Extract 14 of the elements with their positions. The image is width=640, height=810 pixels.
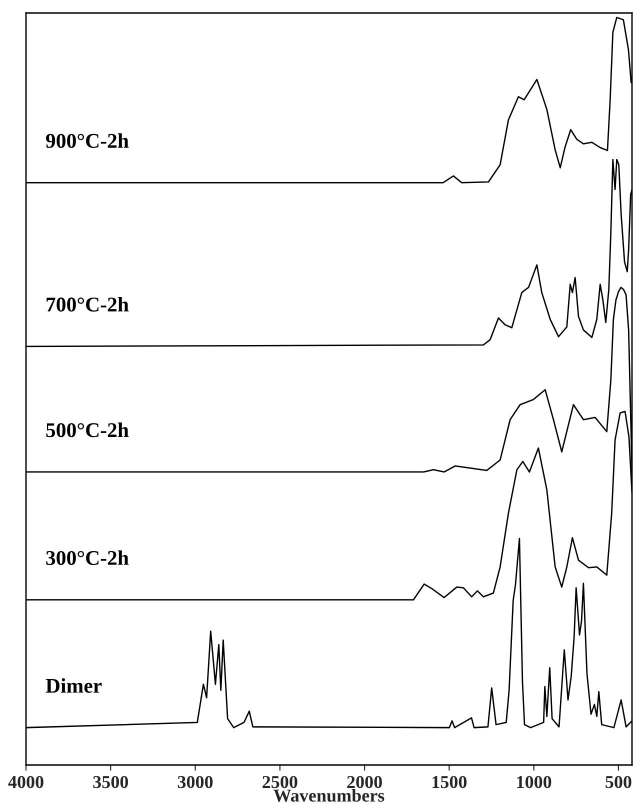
x-tick-label: 2000 (347, 776, 382, 788)
series-label: 700°C-2h (46, 296, 129, 312)
series-label: Dimer (46, 678, 102, 693)
x-tick-label: 3500 (93, 776, 128, 788)
series-label: 300°C-2h (46, 550, 129, 566)
x-tick-label: 1500 (432, 776, 467, 788)
x-tick-label: 3000 (178, 776, 213, 788)
x-tick-label: 4000 (8, 776, 44, 788)
x-axis-title: Wavenumbers (274, 789, 384, 802)
x-tick-label: 1000 (517, 776, 552, 788)
series-label: 500°C-2h (46, 422, 129, 438)
series-label: 900°C-2h (46, 133, 129, 148)
x-tick-label: 2500 (262, 776, 298, 788)
x-tick-label: 500 (606, 776, 632, 788)
